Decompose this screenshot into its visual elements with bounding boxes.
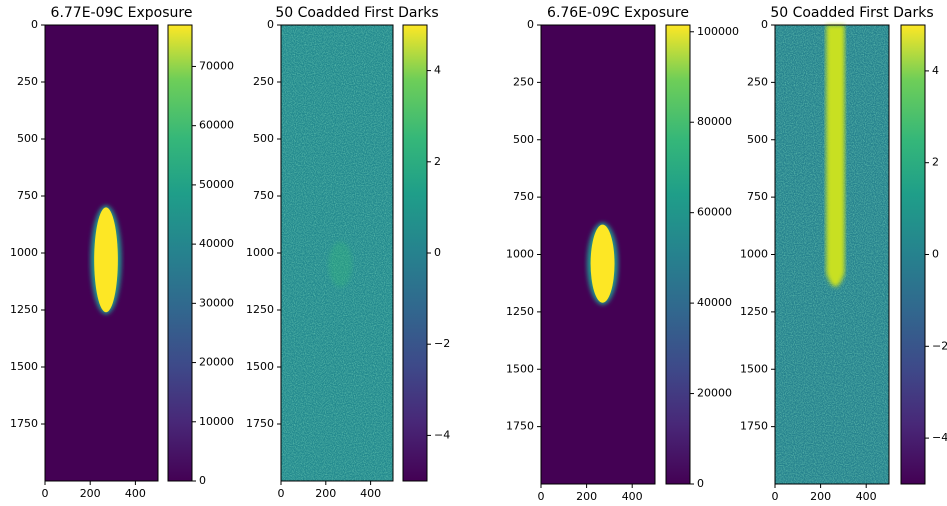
y-tick-label: 1250 xyxy=(740,305,768,318)
colorbar-tick-label: 40000 xyxy=(697,296,732,309)
panel-title: 6.77E-09C Exposure xyxy=(51,5,193,21)
x-tick-label: 0 xyxy=(42,487,49,500)
x-tick-label: 200 xyxy=(315,487,336,500)
x-tick-label: 400 xyxy=(622,490,643,503)
colorbar-frame xyxy=(167,24,193,482)
colorbar-tick-label: 20000 xyxy=(199,356,234,369)
colorbar-tick-label: −4 xyxy=(932,431,947,444)
y-tick-label: 500 xyxy=(747,133,768,146)
colorbar-tick-label: 10000 xyxy=(199,415,234,428)
image-spot xyxy=(590,224,615,303)
y-tick-label: 750 xyxy=(253,189,274,202)
colorbar-tick-label: 60000 xyxy=(697,206,732,219)
y-tick-label: 0 xyxy=(761,18,768,31)
colorbar-tick-label: 2 xyxy=(932,156,939,169)
panel-title: 6.76E-09C Exposure xyxy=(547,5,689,21)
x-tick-label: 0 xyxy=(538,490,545,503)
x-tick-label: 0 xyxy=(772,490,779,503)
colorbar-tick-label: 50000 xyxy=(199,178,234,191)
colorbar-tick-label: 40000 xyxy=(199,237,234,250)
y-tick-label: 1250 xyxy=(506,305,534,318)
y-tick-label: 1250 xyxy=(10,303,38,316)
y-tick-label: 500 xyxy=(17,132,38,145)
colorbar xyxy=(403,25,427,481)
y-tick-label: 1000 xyxy=(506,248,534,261)
colorbar xyxy=(666,25,690,484)
y-tick-label: 1250 xyxy=(246,303,274,316)
y-tick-label: 1750 xyxy=(246,417,274,430)
y-tick-label: 750 xyxy=(747,190,768,203)
y-tick-label: 1000 xyxy=(246,246,274,259)
colorbar-tick-label: 0 xyxy=(932,248,939,261)
colorbar-tick-label: 70000 xyxy=(199,59,234,72)
colorbar-tick-label: 0 xyxy=(434,246,441,259)
y-tick-label: 250 xyxy=(253,75,274,88)
y-tick-label: 1000 xyxy=(10,246,38,259)
colorbar-frame xyxy=(665,24,691,485)
y-tick-label: 1750 xyxy=(506,420,534,433)
y-tick-label: 750 xyxy=(17,189,38,202)
colorbar-tick-label: 60000 xyxy=(199,119,234,132)
y-tick-label: 250 xyxy=(747,75,768,88)
y-tick-label: 1500 xyxy=(10,360,38,373)
y-tick-label: 500 xyxy=(513,133,534,146)
y-tick-label: 250 xyxy=(17,75,38,88)
colorbar xyxy=(168,25,192,481)
image-band xyxy=(826,25,845,287)
panel-title: 50 Coadded First Darks xyxy=(770,5,933,21)
x-tick-label: 0 xyxy=(278,487,285,500)
y-tick-label: 0 xyxy=(31,18,38,31)
x-tick-label: 400 xyxy=(125,487,146,500)
image-spot xyxy=(94,207,118,313)
x-tick-label: 400 xyxy=(360,487,381,500)
colorbar xyxy=(901,25,925,484)
colorbar-tick-label: 0 xyxy=(697,477,704,490)
colorbar-tick-label: 0 xyxy=(199,474,206,487)
y-tick-label: 1500 xyxy=(506,362,534,375)
colorbar-tick-label: −4 xyxy=(434,428,450,441)
y-tick-label: 500 xyxy=(253,132,274,145)
y-tick-label: 1500 xyxy=(246,360,274,373)
panel-title: 50 Coadded First Darks xyxy=(275,5,438,21)
colorbar-tick-label: 4 xyxy=(932,64,939,77)
y-tick-label: 750 xyxy=(513,190,534,203)
colorbar-tick-label: 100000 xyxy=(697,25,739,38)
image-spot xyxy=(328,241,353,288)
x-tick-label: 200 xyxy=(80,487,101,500)
x-tick-label: 400 xyxy=(856,490,877,503)
colorbar-tick-label: −2 xyxy=(932,339,947,352)
x-tick-label: 200 xyxy=(576,490,597,503)
colorbar-tick-label: 4 xyxy=(434,64,441,77)
y-tick-label: 1500 xyxy=(740,362,768,375)
colorbar-tick-label: 80000 xyxy=(697,115,732,128)
y-tick-label: 1750 xyxy=(740,420,768,433)
x-tick-label: 200 xyxy=(810,490,831,503)
colorbar-tick-label: 2 xyxy=(434,155,441,168)
y-tick-label: 1000 xyxy=(740,248,768,261)
colorbar-tick-label: 30000 xyxy=(199,296,234,309)
colorbar-tick-label: 20000 xyxy=(697,387,732,400)
y-tick-label: 0 xyxy=(267,18,274,31)
y-tick-label: 0 xyxy=(527,18,534,31)
y-tick-label: 1750 xyxy=(10,417,38,430)
colorbar-tick-label: −2 xyxy=(434,337,450,350)
y-tick-label: 250 xyxy=(513,75,534,88)
